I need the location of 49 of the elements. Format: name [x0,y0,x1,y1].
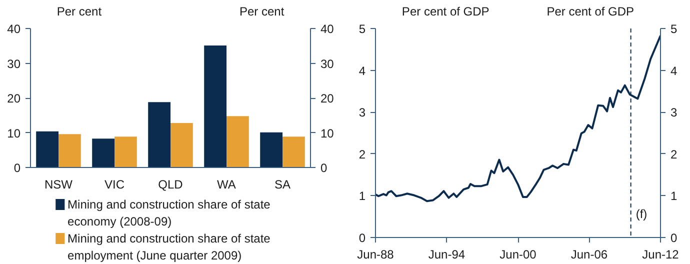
y-tick-label: 0 [358,231,366,245]
legend-label: Mining and construction share of state economy (2008-09) [68,198,271,228]
x-tick-label: Jun-94 [428,248,466,262]
x-tick-label: Jun-88 [357,248,394,262]
y2-tick-label: 2 [670,147,678,162]
bar [204,46,226,168]
x-tick-label: Jun-12 [642,248,680,262]
bar [92,138,114,168]
x-tick-label: WA [217,178,236,192]
bar [282,136,305,168]
x-tick-label: NSW [44,178,74,192]
y-tick-label: 0 [14,161,21,175]
y-tick-label: 20 [7,92,21,106]
x-tick-label: QLD [158,178,184,192]
y-tick-label: 40 [7,22,21,36]
y-tick-label: 3 [358,106,366,120]
y-tick-label: 10 [7,126,21,140]
bar [36,131,58,168]
x-tick-label: Jun-00 [500,248,537,262]
x-tick-label: VIC [104,178,125,192]
y2-tick-label: 0 [320,161,328,175]
y2-tick-label: 4 [670,64,678,78]
y2-tick-label: 20 [320,92,334,106]
bar [260,132,282,168]
y2-tick-label: 3 [670,106,678,120]
bar [226,116,249,168]
y-axis-title: Per cent [56,4,102,18]
y2-tick-label: 40 [320,22,334,36]
y-tick-label: 30 [7,56,21,71]
y-tick-label: 4 [358,64,366,78]
x-tick-label: SA [274,178,291,192]
ref-line-label: (f) [636,206,648,221]
bar [148,102,170,168]
bar [114,136,137,168]
x-tick-label: Jun-06 [570,248,608,262]
y2-tick-label: 10 [320,126,334,140]
y2-axis-title: Per cent [239,4,285,18]
y-axis-title: Per cent of GDP [402,4,490,18]
y2-tick-label: 5 [670,22,678,36]
legend-label: Mining and construction share of state employment (June quarter 2009) [68,232,271,262]
y-tick-label: 5 [358,22,366,36]
y2-axis-title: Per cent of GDP [546,4,634,18]
bar [170,123,193,168]
y2-tick-label: 0 [670,231,678,245]
y-tick-label: 1 [358,189,366,204]
y2-tick-label: 30 [320,56,334,71]
y-tick-label: 2 [358,147,366,162]
bar [58,134,81,168]
y2-tick-label: 1 [670,189,678,204]
